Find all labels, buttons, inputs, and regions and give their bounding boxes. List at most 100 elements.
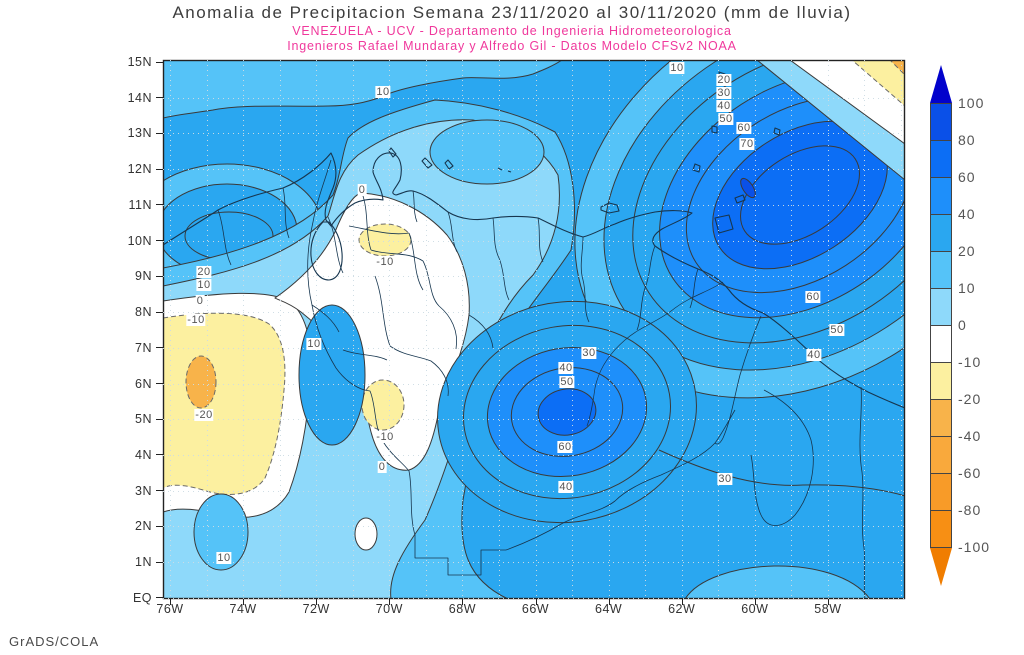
contour-30-east xyxy=(658,449,905,497)
contour-label: 10 xyxy=(196,279,212,291)
contour-label: 10 xyxy=(375,86,391,98)
grid-line xyxy=(754,60,756,599)
colorbar-label: -40 xyxy=(958,428,982,444)
axis-tick xyxy=(156,418,163,420)
colorbar-label: -10 xyxy=(958,354,982,370)
axis-tick xyxy=(156,490,163,492)
contour-label: 40 xyxy=(806,349,822,361)
grid-line xyxy=(864,60,866,599)
contour-label: 0 xyxy=(377,461,387,473)
axis-tick xyxy=(754,599,756,605)
colorbar-segment xyxy=(930,362,952,400)
fill-south-yellow-patch xyxy=(361,379,405,431)
x-axis-label: 58W xyxy=(814,602,842,616)
grid-line xyxy=(163,526,905,528)
colorbar-segment xyxy=(930,399,952,437)
grid-line xyxy=(206,60,208,599)
contour-label: 20 xyxy=(196,266,212,278)
contour-label: 10 xyxy=(669,62,685,74)
contour-label: 40 xyxy=(558,481,574,493)
grid-line xyxy=(163,97,905,99)
x-axis-label: 70W xyxy=(375,602,403,616)
axis-tick xyxy=(156,132,163,134)
colorbar-segment xyxy=(930,103,952,141)
contour-label: 0 xyxy=(195,295,205,307)
axis-tick xyxy=(156,525,163,527)
colorbar-segment xyxy=(930,288,952,326)
y-axis-label: 3N xyxy=(135,483,152,498)
y-axis-label: 14N xyxy=(127,90,152,105)
contour-label: -10 xyxy=(375,431,395,443)
grid-line xyxy=(608,60,610,599)
grid-line xyxy=(163,419,905,421)
axis-tick xyxy=(156,275,163,277)
colorbar-label: -60 xyxy=(958,465,982,481)
y-axis-label: 1N xyxy=(135,555,152,570)
axis-tick xyxy=(462,599,464,605)
grid-line xyxy=(163,169,905,171)
grid-line xyxy=(572,60,574,599)
contour-label: 50 xyxy=(559,376,575,388)
colorbar-label: -20 xyxy=(958,391,982,407)
grid-line xyxy=(163,597,905,599)
colorbar-segment xyxy=(930,473,952,511)
grid-line xyxy=(827,60,829,599)
contour-label: -10 xyxy=(375,256,395,268)
grid-line xyxy=(425,60,427,599)
contour-label: 60 xyxy=(557,441,573,453)
axis-tick xyxy=(535,599,537,605)
y-axis-label: EQ xyxy=(132,590,152,605)
colorbar-segment xyxy=(930,140,952,178)
grid-line xyxy=(163,347,905,349)
contour-label: 30 xyxy=(716,87,732,99)
colorbar-label: -100 xyxy=(958,539,991,555)
axis-tick xyxy=(156,204,163,206)
y-axis-label: 5N xyxy=(135,412,152,427)
axis-tick xyxy=(156,168,163,170)
contour-label: 0 xyxy=(357,184,367,196)
grid-line xyxy=(681,60,683,599)
grid-line xyxy=(498,60,500,599)
grid-line xyxy=(462,60,464,599)
colorbar-arrow-down xyxy=(930,548,952,586)
axis-tick xyxy=(156,347,163,349)
y-axis-label: 4N xyxy=(135,447,152,462)
y-axis-label: 9N xyxy=(135,269,152,284)
country-borders xyxy=(307,159,866,599)
grid-line xyxy=(718,60,720,599)
grid-line xyxy=(389,60,391,599)
grid-line xyxy=(316,60,318,599)
grid-line xyxy=(163,240,905,242)
x-axis-label: 62W xyxy=(668,602,696,616)
axis-tick xyxy=(170,599,171,605)
grid-line xyxy=(352,60,354,599)
axis-tick xyxy=(243,599,245,605)
subtitle-line2: Ingenieros Rafael Mundaray y Alfredo Gil… xyxy=(287,39,737,53)
grid-line xyxy=(163,490,905,492)
fill-west-yellow-min xyxy=(163,312,286,495)
contour-label: 40 xyxy=(716,100,732,112)
fill-west-orange-core xyxy=(185,355,217,409)
contour-label: -20 xyxy=(194,409,214,421)
colorbar-segment xyxy=(930,251,952,289)
y-axis-label: 13N xyxy=(127,126,152,141)
grid-line xyxy=(243,60,245,599)
contour-label: 20 xyxy=(716,74,732,86)
x-axis-label: 64W xyxy=(594,602,623,616)
y-axis-label: 12N xyxy=(127,162,152,177)
contour-label: 30 xyxy=(581,347,597,359)
contour-label: 50 xyxy=(829,324,845,336)
contour-label: -10 xyxy=(186,314,206,326)
y-axis-label: 15N xyxy=(127,55,152,69)
contour-label: 70 xyxy=(739,138,755,150)
contour-label: 10 xyxy=(216,552,232,564)
contour-core-80 xyxy=(740,177,756,199)
fill-andes-blob-20 xyxy=(298,304,366,446)
grid-line xyxy=(791,60,793,599)
grid-line xyxy=(163,133,905,135)
colorbar-label: 80 xyxy=(958,132,976,148)
axis-tick xyxy=(156,240,163,242)
grid-line xyxy=(163,276,905,278)
x-axis-label: 60W xyxy=(741,602,769,616)
grads-credit: GrADS/COLA xyxy=(9,634,100,649)
